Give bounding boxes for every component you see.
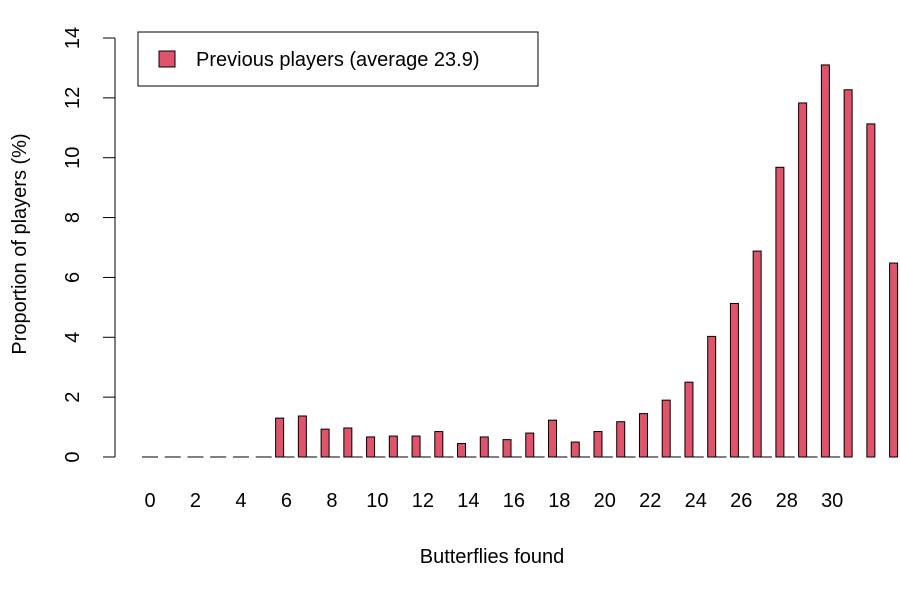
legend-swatch [158, 50, 176, 68]
bar [343, 427, 353, 458]
x-tick-label: 28 [776, 490, 798, 512]
x-tick-label: 8 [326, 490, 337, 512]
x-tick-label: 26 [730, 490, 752, 512]
bar [593, 431, 603, 458]
x-tick-label: 30 [821, 490, 843, 512]
x-tick-label: 10 [366, 490, 388, 512]
x-tick-label: 2 [190, 490, 201, 512]
bar [638, 413, 648, 458]
bar [570, 441, 580, 458]
bar [820, 64, 830, 458]
bar [684, 381, 694, 458]
bar [548, 419, 557, 458]
x-tick-label: 14 [457, 490, 479, 512]
y-tick-label: 14 [62, 27, 84, 49]
bar [752, 250, 762, 458]
x-tick-label: 16 [503, 490, 525, 512]
bar [388, 435, 398, 458]
y-axis-label: Proportion of players (%) [9, 133, 31, 354]
bar [479, 436, 489, 458]
bar [457, 443, 467, 458]
bar [411, 435, 421, 458]
y-tick-label: 12 [62, 87, 84, 109]
bar [297, 415, 307, 458]
x-tick-label: 24 [685, 490, 707, 512]
bar [275, 417, 285, 458]
y-tick-label: 10 [62, 147, 84, 169]
y-tick-label: 2 [62, 392, 84, 403]
bar [889, 262, 899, 458]
bar [866, 123, 876, 458]
bar [775, 166, 785, 458]
bar [729, 302, 739, 458]
bar [502, 439, 512, 458]
legend-box [137, 31, 539, 87]
legend-label: Previous players (average 23.9) [196, 49, 479, 71]
bar [661, 399, 671, 458]
bar [320, 428, 330, 458]
x-tick-label: 22 [639, 490, 661, 512]
y-axis: 0 2 4 6 8 10 12 14 [62, 27, 116, 463]
bar [707, 335, 717, 458]
x-axis-label: Butterflies found [420, 546, 565, 568]
x-tick-label: 12 [412, 490, 434, 512]
bar [434, 431, 444, 458]
y-tick-label: 4 [62, 332, 84, 343]
x-axis: 0 2 4 6 8 10 12 14 16 18 20 22 24 26 28 30 [144, 490, 843, 512]
bar-series [142, 64, 899, 458]
y-tick-label: 6 [62, 272, 84, 283]
bar [525, 432, 535, 458]
x-tick-label: 6 [281, 490, 292, 512]
bar [798, 102, 808, 458]
y-tick-label: 0 [62, 451, 84, 462]
bar [366, 436, 376, 458]
legend: Previous players (average 23.9) [137, 31, 539, 87]
x-tick-label: 18 [548, 490, 570, 512]
bar [843, 89, 853, 458]
x-tick-label: 0 [144, 490, 155, 512]
x-tick-label: 20 [594, 490, 616, 512]
bar [616, 421, 626, 458]
y-tick-label: 8 [62, 212, 84, 223]
x-tick-label: 4 [235, 490, 246, 512]
